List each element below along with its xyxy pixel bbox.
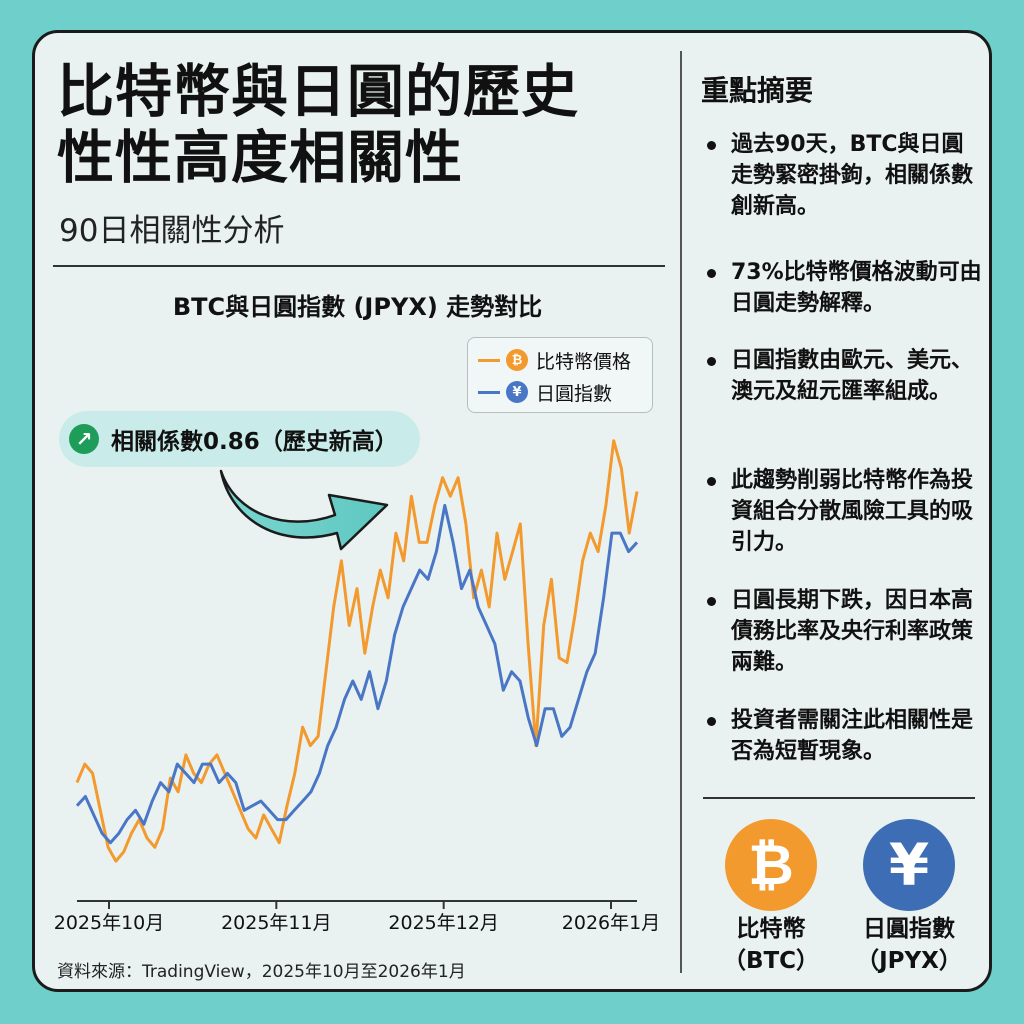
line-chart: 2025年10月 2025年11月 2025年12月 2026年1月 — [54, 439, 660, 934]
yen-coin-icon: ¥ — [863, 819, 955, 911]
summary-item: 日圓長期下跌，因日本高債務比率及央行利率政策兩難。 — [705, 585, 985, 678]
x-axis: 2025年10月 2025年11月 2025年12月 2026年1月 — [54, 900, 660, 934]
title-line-2: 性性高度相關性 — [57, 125, 463, 191]
summary-divider — [703, 797, 975, 799]
data-source: 資料來源：TradingView，2025年10月至2026年1月 — [57, 962, 466, 982]
infographic-card: 比特幣與日圓的歷史 性性高度相關性 90日相關性分析 BTC與日圓指數 (JPY… — [32, 30, 992, 992]
legend-label-btc: 比特幣價格 — [536, 350, 632, 373]
summary-item: 日圓指數由歐元、美元、澳元及紐元匯率組成。 — [705, 345, 985, 407]
yen-label-line-1: 日圓指數 — [863, 916, 955, 942]
x-tick-label: 2025年12月 — [388, 912, 499, 934]
yen-symbol: ¥ — [888, 831, 930, 899]
title-line-1: 比特幣與日圓的歷史 — [57, 59, 579, 125]
legend-label-yen: 日圓指數 — [536, 382, 613, 405]
legend-item-btc: ₿ 比特幣價格 — [478, 346, 631, 374]
x-tick-label: 2025年11月 — [221, 912, 332, 934]
legend-line-btc — [478, 358, 500, 362]
title-divider — [53, 265, 665, 267]
x-tick-label: 2026年1月 — [562, 912, 660, 934]
btc-coin-label: 比特幣 （BTC） — [696, 913, 846, 977]
btc-label-line-2: （BTC） — [722, 948, 820, 974]
bitcoin-coin-icon: ₿ — [725, 819, 817, 911]
summary-title: 重點摘要 — [701, 74, 814, 107]
summary-item: 此趨勢削弱比特幣作為投資組合分散風險工具的吸引力。 — [705, 465, 985, 558]
annotation-arrow — [219, 469, 389, 551]
chart-legend: ₿ 比特幣價格 ¥ 日圓指數 — [467, 337, 653, 413]
summary-item: 投資者需關注此相關性是否為短暫現象。 — [705, 705, 985, 767]
page-title: 比特幣與日圓的歷史 性性高度相關性 — [57, 59, 677, 191]
chart-title: BTC與日圓指數 (JPYX) 走勢對比 — [172, 293, 543, 321]
column-divider — [680, 51, 682, 973]
btc-label-line-1: 比特幣 — [736, 916, 806, 942]
correlation-annotation: ↗ 相關係數0.86（歷史新高） — [59, 411, 420, 467]
series-line-btc — [75, 439, 639, 863]
bitcoin-symbol: ₿ — [748, 833, 794, 898]
page-subtitle: 90日相關性分析 — [59, 213, 285, 249]
series-layer — [75, 439, 639, 863]
summary-item: 73%比特幣價格波動可由日圓走勢解釋。 — [705, 257, 985, 319]
yen-label-line-2: （JPYX） — [856, 948, 962, 974]
yen-icon: ¥ — [506, 381, 528, 403]
summary-item: 過去90天，BTC與日圓走勢緊密掛鉤，相關係數創新高。 — [705, 129, 985, 222]
annotation-text: 相關係數0.86（歷史新高） — [111, 429, 398, 455]
legend-line-yen — [478, 390, 500, 394]
yen-coin-label: 日圓指數 （JPYX） — [834, 913, 984, 977]
x-tick-label: 2025年10月 — [54, 912, 165, 934]
legend-item-yen: ¥ 日圓指數 — [478, 378, 612, 406]
trend-up-icon: ↗ — [69, 424, 99, 454]
bitcoin-icon: ₿ — [506, 349, 528, 371]
series-line-yen — [75, 503, 639, 845]
